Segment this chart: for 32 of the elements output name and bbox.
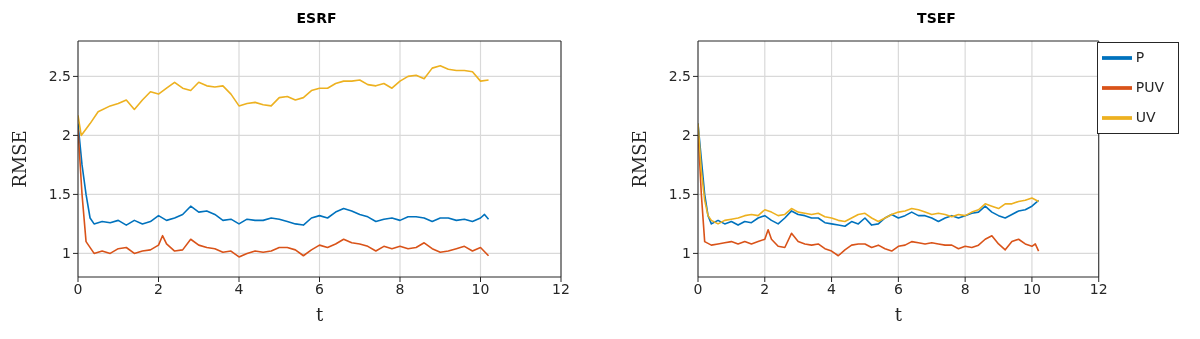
- x-tick-label: 0: [693, 280, 703, 297]
- y-tick-label: 1: [62, 245, 71, 262]
- legend-label: UV: [1135, 109, 1156, 125]
- y-tick-label: 2: [682, 127, 691, 144]
- y-tick-label: 1.5: [668, 186, 691, 203]
- x-tick-label: 6: [315, 280, 325, 297]
- x-tick-label: 8: [395, 280, 405, 297]
- y-tick-label: 1: [682, 245, 691, 262]
- legend-label: P: [1135, 49, 1145, 65]
- x-axis-title: t: [894, 304, 903, 325]
- y-tick-label: 1.5: [48, 186, 71, 203]
- x-tick-label: 10: [471, 280, 490, 297]
- y-axis-title: RMSE: [9, 130, 31, 188]
- chart-title: ESRF: [295, 10, 338, 26]
- x-axis-title: t: [315, 304, 324, 325]
- y-tick-label: 2: [62, 127, 71, 144]
- x-tick-label: 12: [1089, 280, 1108, 297]
- legend-label: PUV: [1135, 79, 1164, 95]
- x-tick-label: 4: [234, 280, 244, 297]
- x-tick-label: 10: [1023, 280, 1041, 297]
- x-tick-label: 12: [552, 280, 570, 297]
- x-tick-label: 2: [154, 280, 163, 297]
- chart-title: TSEF: [916, 10, 957, 26]
- x-tick-label: 8: [960, 280, 970, 297]
- y-tick-label: 2.5: [48, 68, 71, 85]
- x-tick-label: 6: [893, 280, 903, 297]
- y-axis-title: RMSE: [629, 130, 651, 188]
- x-tick-label: 0: [73, 280, 83, 297]
- x-tick-label: 2: [760, 280, 770, 297]
- x-tick-label: 4: [827, 280, 837, 297]
- line-series: [78, 64, 490, 137]
- y-tick-label: 2.5: [668, 68, 691, 85]
